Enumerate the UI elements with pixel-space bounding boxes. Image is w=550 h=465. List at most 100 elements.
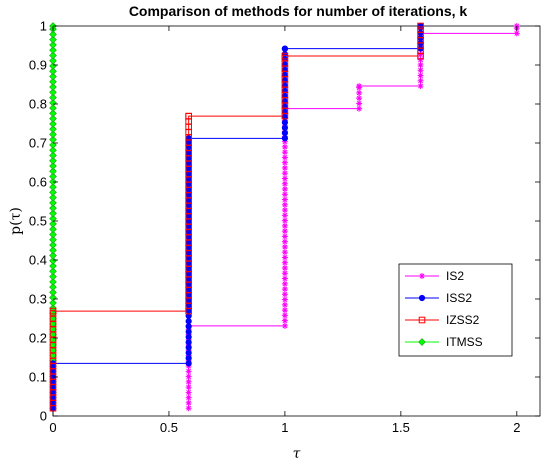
marker-itmss [49, 35, 57, 44]
y-tick-label: 0.9 [29, 58, 47, 73]
marker-is2 [281, 233, 288, 240]
legend-label-iss2: ISS2 [446, 291, 472, 305]
marker-itmss [49, 188, 57, 197]
marker-itmss [49, 220, 57, 228]
marker-is2 [281, 217, 288, 224]
marker-itmss [49, 267, 57, 276]
x-tick-label: 2 [513, 420, 520, 435]
marker-itmss [49, 204, 57, 212]
series-line-iss2 [52, 26, 422, 409]
marker-is2 [281, 180, 288, 187]
marker-is2 [356, 105, 363, 112]
marker-iss2 [49, 368, 57, 375]
x-axis-label: τ [293, 446, 301, 462]
marker-is2 [281, 170, 288, 177]
marker-is2 [281, 275, 288, 282]
marker-itmss [49, 325, 57, 334]
marker-itmss [49, 30, 57, 39]
marker-is2 [417, 77, 424, 84]
y-tick-label: 0 [40, 409, 47, 424]
marker-is2 [281, 228, 288, 235]
marker-iss2 [281, 129, 289, 137]
marker-izss2 [281, 52, 289, 60]
marker-is2 [281, 243, 288, 250]
marker-iss2 [281, 45, 289, 52]
marker-iss2 [185, 328, 192, 335]
marker-itmss [49, 46, 57, 55]
marker-is2 [281, 164, 288, 171]
y-tick-label: 0.2 [29, 331, 47, 346]
marker-is2 [281, 201, 288, 208]
marker-itmss [49, 172, 57, 181]
marker-iss2 [49, 405, 57, 412]
marker-is2 [513, 30, 520, 37]
y-tick-label: 0.8 [29, 97, 47, 112]
marker-is2 [281, 212, 288, 219]
marker-is2 [281, 259, 288, 266]
marker-iss2 [281, 124, 289, 131]
marker-is2 [281, 264, 288, 271]
y-tick-label: 0.1 [29, 370, 47, 385]
marker-itmss [49, 199, 57, 207]
chart-title: Comparison of methods for number of iter… [129, 3, 468, 19]
y-axis: 0 0.1 0.2 0.3 0.4 0.5 0.6 0.7 0.8 0.9 1 [29, 19, 540, 424]
marker-itmss [49, 104, 57, 112]
marker-is2 [417, 62, 424, 68]
marker-itmss [49, 272, 57, 281]
marker-is2 [356, 95, 363, 102]
x-axis: 0 0.5 1 1.5 2 [49, 26, 520, 435]
marker-iss2 [281, 135, 289, 142]
marker-is2 [281, 186, 288, 193]
marker-itmss [49, 278, 57, 286]
marker-is2 [185, 378, 192, 385]
marker-itmss [49, 346, 57, 355]
legend-box [398, 263, 513, 357]
marker-itmss [49, 88, 57, 97]
marker-is2 [281, 322, 288, 329]
marker-is2 [281, 159, 288, 166]
marker-is2 [281, 207, 288, 214]
marker-itmss [49, 246, 57, 255]
marker-is2 [281, 286, 288, 293]
marker-iss2 [281, 119, 289, 126]
marker-iss2 [185, 333, 192, 341]
marker-itmss [49, 156, 57, 165]
marker-iss2 [185, 360, 192, 367]
marker-iss2 [185, 354, 192, 362]
marker-is2 [281, 317, 288, 324]
marker-itmss [49, 241, 57, 249]
marker-iss2 [49, 394, 57, 401]
marker-is2 [417, 83, 424, 90]
y-tick-label: 0.5 [29, 214, 47, 229]
marker-itmss [49, 193, 57, 202]
legend-marker-izss2 [418, 316, 426, 324]
x-tick-label: 0 [49, 420, 56, 435]
marker-izss2 [417, 22, 424, 30]
marker-is2 [356, 100, 363, 107]
marker-is2 [281, 249, 288, 256]
marker-izss2 [185, 112, 192, 120]
marker-is2 [185, 389, 192, 396]
plot-area [49, 22, 541, 417]
legend-label-is2: IS2 [446, 269, 464, 283]
marker-is2 [281, 143, 288, 150]
marker-itmss [49, 130, 57, 139]
marker-izss2 [49, 307, 57, 315]
marker-is2 [281, 270, 288, 277]
legend-marker-iss2 [418, 294, 426, 302]
marker-is2 [281, 196, 288, 203]
marker-itmss [49, 146, 57, 155]
marker-is2 [185, 399, 192, 406]
marker-iss2 [49, 378, 57, 385]
marker-itmss [49, 230, 57, 239]
marker-is2 [281, 222, 288, 229]
marker-is2 [281, 175, 288, 182]
x-tick-label: 1 [281, 420, 288, 435]
marker-izss2 [417, 26, 424, 34]
marker-itmss [49, 341, 57, 349]
marker-is2 [185, 368, 192, 375]
marker-iss2 [185, 318, 192, 325]
marker-itmss [49, 109, 57, 118]
marker-itmss [49, 299, 57, 307]
